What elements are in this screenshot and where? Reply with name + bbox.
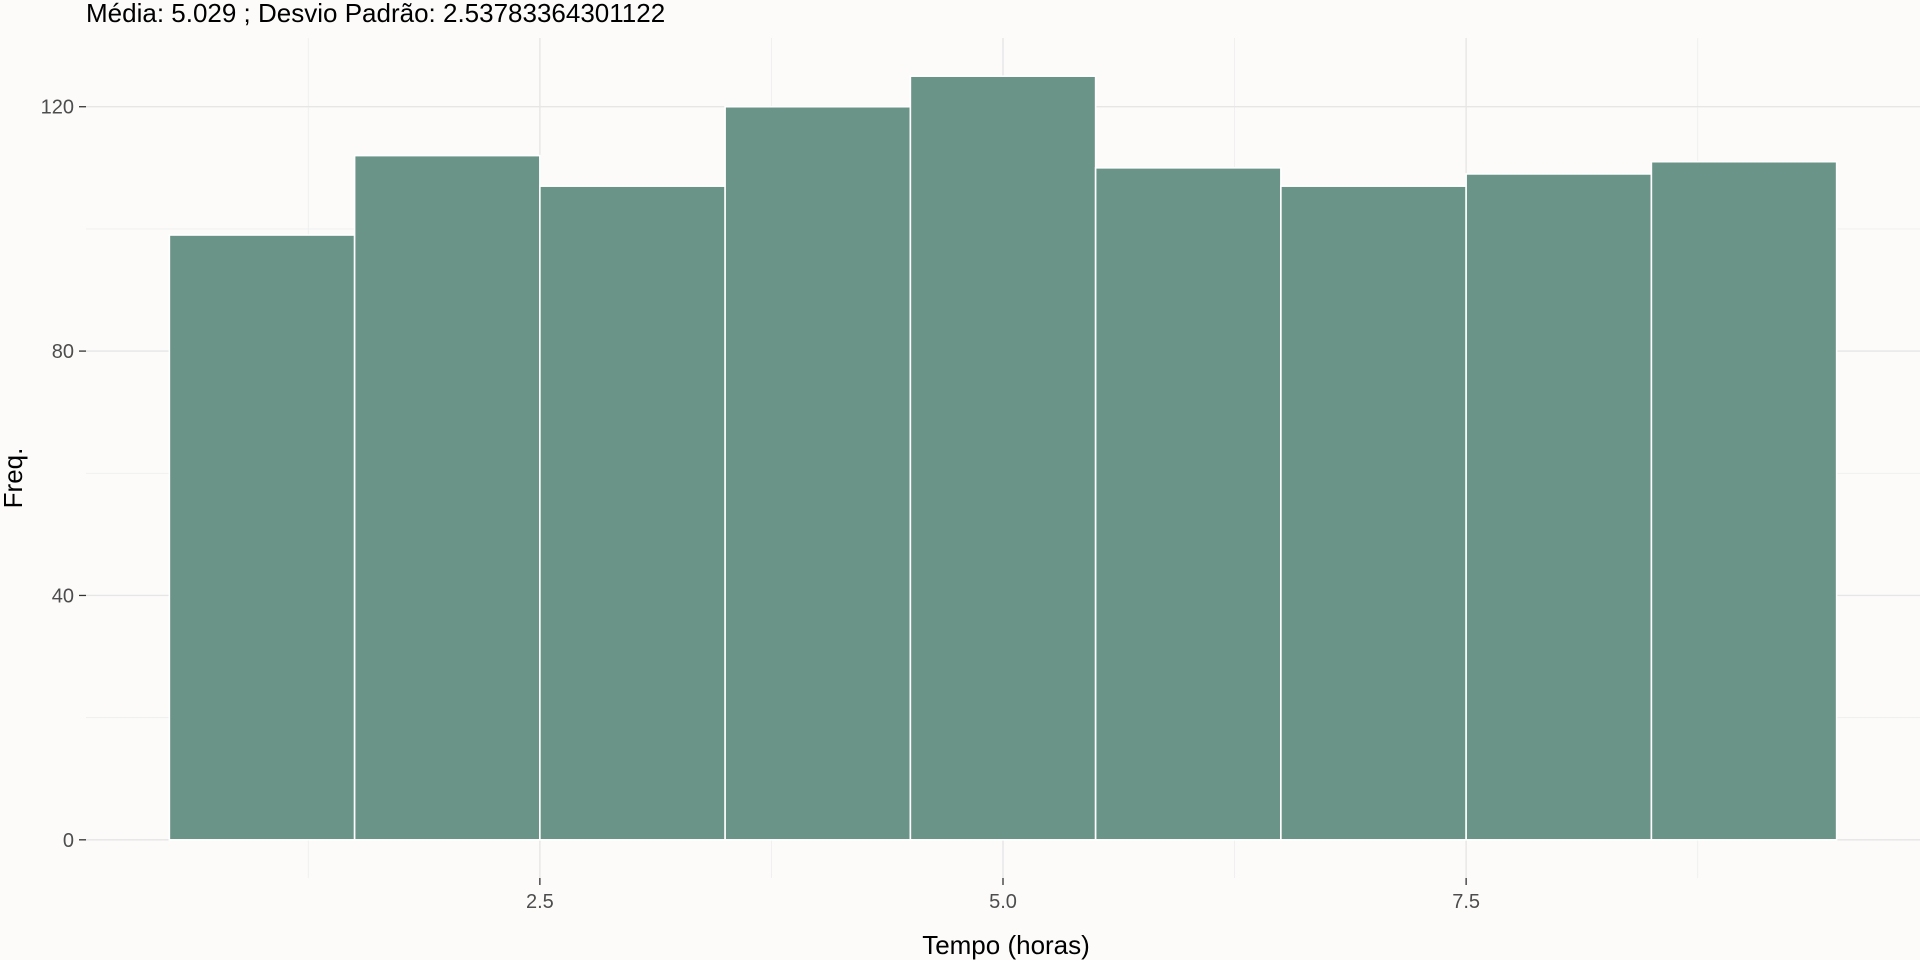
chart-title: Média: 5.029 ; Desvio Padrão: 2.53783364… [86,0,665,28]
histogram-bar [1280,185,1467,841]
y-tick-label: 80 [52,341,74,363]
x-tick-labels: 2.5 5.0 7.5 [526,891,1480,913]
y-tick-label: 0 [63,830,74,852]
y-tick-labels: 0 40 80 120 [41,97,74,852]
histogram-bar [724,105,912,841]
y-tick-label: 40 [52,585,74,607]
x-tick-label: 7.5 [1452,891,1480,913]
histogram-bar [539,185,726,841]
histogram-bars [168,75,1838,841]
x-tick-label: 2.5 [526,891,554,913]
y-tick-label: 120 [41,97,74,119]
histogram-bar [909,75,1097,841]
x-tick-label: 5.0 [989,891,1017,913]
y-axis-title: Freq. [0,448,28,509]
axis-ticks [79,106,1467,885]
histogram-bar [1650,160,1838,841]
histogram-bar [353,154,541,841]
histogram-bar [1094,167,1282,841]
histogram-bar [168,234,356,841]
x-axis-title: Tempo (horas) [922,930,1090,960]
histogram-bar [1465,173,1653,841]
